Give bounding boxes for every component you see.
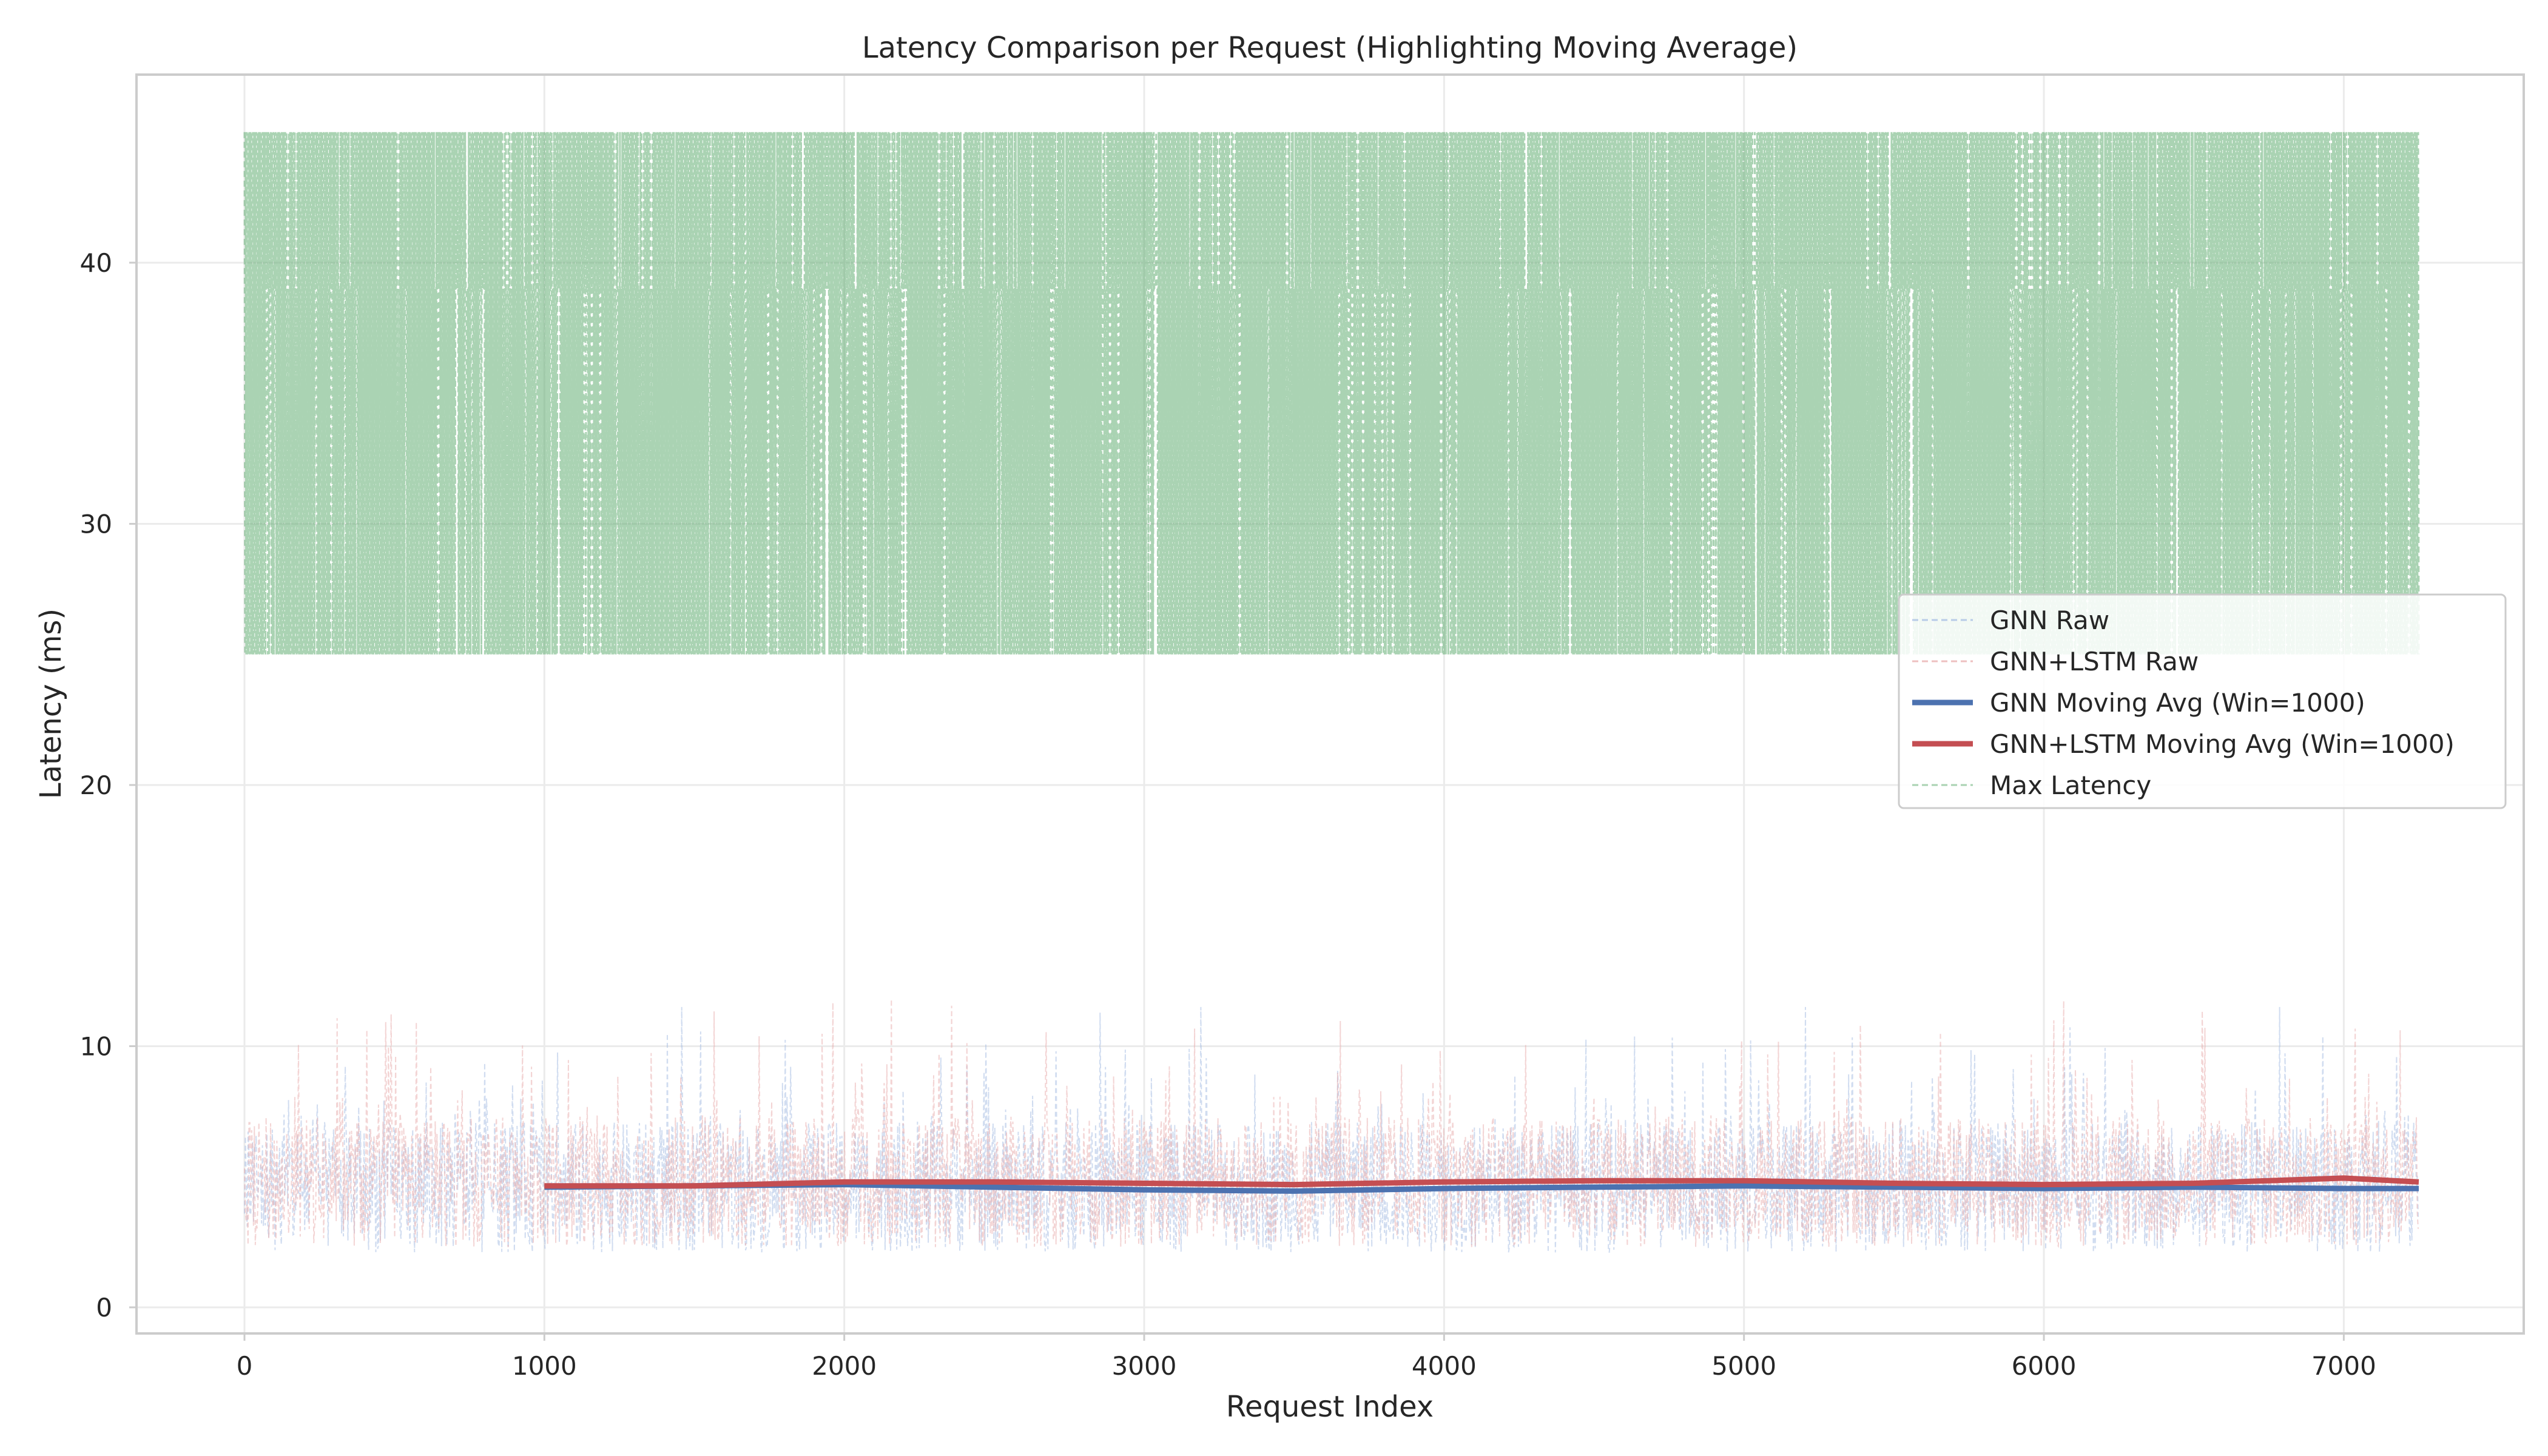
x-tick-label: 5000 — [1711, 1351, 1776, 1381]
x-tick-label: 2000 — [812, 1351, 877, 1381]
data-layer — [243, 132, 2420, 1253]
legend: GNN Raw GNN+LSTM Raw GNN Moving Avg (Win=1… — [1898, 593, 2507, 809]
legend-label: GNN Raw — [1990, 605, 2109, 635]
x-tick-label: 7000 — [2311, 1351, 2376, 1381]
chart-title: Latency Comparison per Request (Highligh… — [862, 31, 1798, 65]
x-tick-label: 1000 — [512, 1351, 577, 1381]
x-tick-label: 0 — [237, 1351, 253, 1381]
y-tick-label: 20 — [80, 770, 112, 800]
legend-label: Max Latency — [1990, 770, 2151, 800]
y-tick-label: 30 — [80, 509, 112, 539]
axis-ticks: 0 1000 2000 3000 4000 5000 6000 7000 0 10 20 30 40 — [80, 248, 2376, 1381]
x-tick-label: 4000 — [1412, 1351, 1477, 1381]
max-latency-line — [243, 132, 2420, 655]
legend-label: GNN Moving Avg (Win=1000) — [1990, 688, 2365, 718]
moving-avg-line — [544, 1182, 2419, 1194]
x-tick-label: 6000 — [2012, 1351, 2077, 1381]
y-tick-label: 10 — [80, 1031, 112, 1061]
legend-label: GNN+LSTM Moving Avg (Win=1000) — [1990, 729, 2455, 759]
x-tick-label: 3000 — [1112, 1351, 1177, 1381]
raw-series-line — [244, 999, 2419, 1249]
y-tick-label: 40 — [80, 248, 112, 278]
legend-label: GNN+LSTM Raw — [1990, 647, 2199, 676]
moving-avg-line — [544, 1175, 2419, 1189]
y-axis-label: Latency (ms) — [34, 608, 68, 799]
legend-box — [1898, 593, 2507, 809]
x-axis-label: Request Index — [1226, 1390, 1434, 1424]
y-tick-label: 0 — [96, 1293, 112, 1323]
plot-frame — [135, 73, 2525, 1335]
